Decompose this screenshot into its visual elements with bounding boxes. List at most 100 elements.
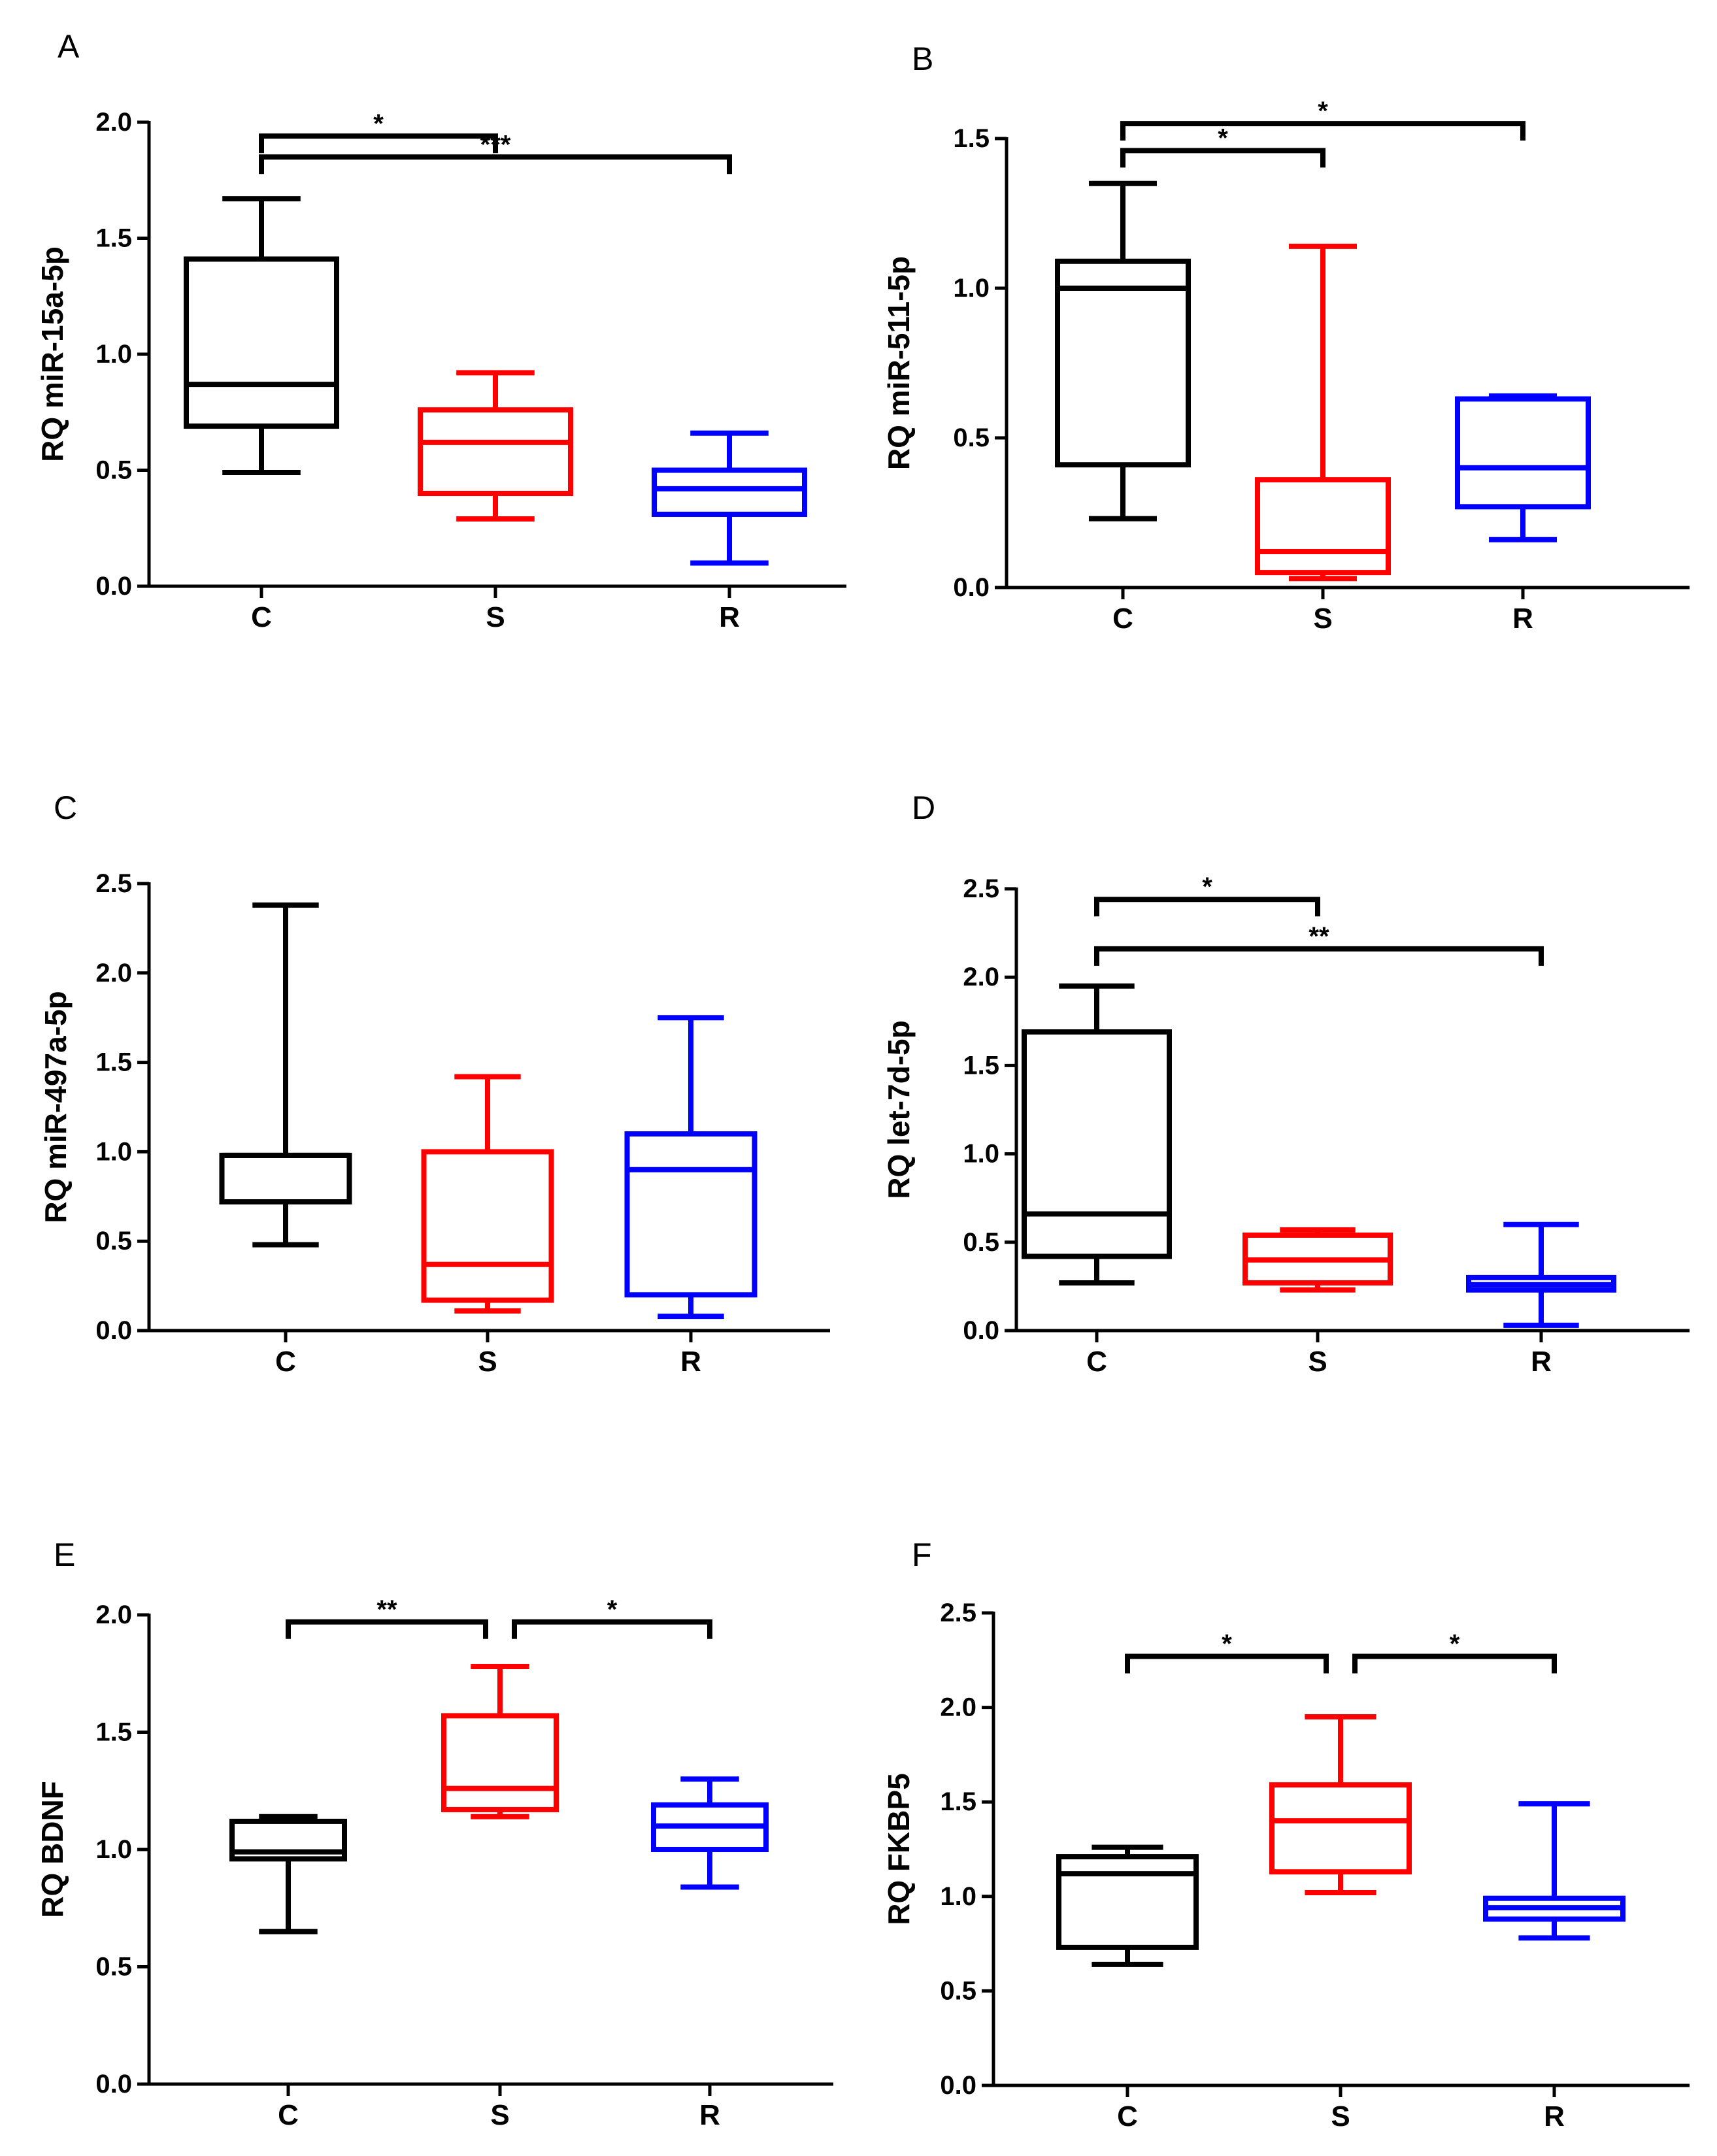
y-tick-label: 1.5: [953, 124, 990, 153]
panel-a: ARQ miR-15a-5p0.00.51.01.52.0C S R****: [35, 28, 846, 633]
y-tick-label: 1.0: [940, 1882, 976, 1911]
y-tick-label: 0.0: [95, 2070, 132, 2098]
x-tick-label-r: R: [1531, 1346, 1552, 1378]
panel-letter: B: [912, 41, 933, 77]
panel-letter: C: [54, 789, 77, 826]
box-c: [1055, 180, 1191, 522]
significance-label: ***: [480, 130, 511, 159]
iqr-box: [219, 1152, 352, 1205]
significance-bracket: [259, 133, 498, 154]
x-tick-label-r: R: [1544, 2100, 1565, 2132]
y-tick-label: 0.0: [95, 572, 132, 601]
iqr-box: [441, 1713, 559, 1812]
y-tick-label: 0.0: [940, 2071, 976, 2100]
box-s: [1255, 243, 1391, 582]
iqr-box: [1055, 258, 1191, 468]
significance-bracket: [1120, 121, 1525, 141]
y-tick-label: 1.0: [95, 1137, 132, 1166]
y-axis-title: RQ miR-511-5p: [882, 256, 916, 470]
iqr-box: [624, 1131, 758, 1298]
y-tick-label: 2.5: [940, 1599, 976, 1627]
y-tick-label: 1.5: [95, 1718, 132, 1747]
y-tick-label: 1.0: [95, 340, 132, 369]
x-tick-label-r: R: [680, 1346, 701, 1378]
box-r: [1483, 1801, 1625, 1941]
significance-bracket: [1352, 1653, 1557, 1674]
x-tick-label-c: C: [1112, 603, 1133, 635]
x-tick-label-c: C: [1086, 1346, 1107, 1378]
y-axis-title: RQ FKBP5: [882, 1773, 916, 1925]
box-c: [184, 196, 339, 476]
panel-d: DRQ let-7d-5p0.00.51.01.52.02.5C S R***: [882, 789, 1690, 1378]
box-c: [219, 902, 352, 1248]
panel-letter: D: [912, 789, 935, 826]
x-tick-label-c: C: [275, 1346, 296, 1378]
iqr-box: [1022, 1029, 1172, 1259]
significance-label: *: [1222, 1630, 1232, 1659]
x-tick-label-s: S: [1331, 2100, 1350, 2132]
box-s: [441, 1663, 559, 1819]
box-s: [1242, 1227, 1393, 1293]
x-tick-label-c: C: [278, 2099, 299, 2131]
y-tick-label: 1.5: [963, 1051, 999, 1080]
y-tick-label: 0.0: [963, 1316, 999, 1345]
y-tick-label: 0.5: [95, 1227, 132, 1255]
y-tick-label: 2.0: [95, 959, 132, 987]
significance-label: **: [1309, 922, 1329, 951]
y-tick-label: 1.5: [95, 1048, 132, 1077]
y-tick-label: 2.5: [95, 869, 132, 898]
significance-bracket: [1120, 148, 1325, 168]
panel-b: B RQ miR-511-5p 0.0 0.5 1.0 1.5 C S R * *: [882, 41, 1690, 635]
y-tick-label: 0.0: [95, 1316, 132, 1345]
box-r: [652, 430, 807, 566]
significance-label: *: [373, 109, 384, 138]
panel-c: C RQ miR-497a-5p 0.0 0.5 1.0 1.5 2.0 2.5 C S R: [39, 789, 830, 1378]
y-tick-label: 0.5: [953, 423, 990, 452]
iqr-box: [652, 467, 807, 517]
y-tick-label: 2.0: [963, 963, 999, 991]
y-axis-title: RQ let-7d-5p: [882, 1020, 916, 1199]
panel-letter: E: [54, 1536, 75, 1573]
x-tick-label-s: S: [1313, 603, 1332, 635]
y-tick-label: 2.5: [963, 874, 999, 903]
y-tick-label: 0.5: [95, 456, 132, 485]
x-tick-label-s: S: [486, 601, 505, 633]
y-tick-label: 0.5: [940, 1976, 976, 2005]
box-c: [1022, 983, 1172, 1285]
box-r: [1455, 393, 1591, 542]
iqr-box: [229, 1818, 347, 1862]
x-tick-label-r: R: [699, 2099, 720, 2131]
iqr-box: [1455, 396, 1591, 510]
y-tick-label: 1.5: [940, 1787, 976, 1816]
y-tick-label: 2.0: [95, 108, 132, 137]
significance-bracket: [1094, 946, 1544, 966]
significance-label: *: [1202, 872, 1212, 901]
box-s: [418, 370, 573, 522]
panel-letter: F: [912, 1536, 932, 1573]
x-tick-label-c: C: [251, 601, 272, 633]
iqr-box: [184, 256, 339, 429]
y-axis-title: RQ miR-15a-5p: [35, 246, 69, 462]
y-tick-label: 0.5: [95, 1953, 132, 1982]
significance-bracket: [1094, 897, 1320, 917]
y-tick-label: 1.0: [953, 274, 990, 303]
box-r: [624, 1015, 758, 1319]
significance-label: *: [607, 1595, 618, 1624]
y-tick-label: 1.5: [95, 224, 132, 253]
iqr-box: [1269, 1782, 1412, 1875]
box-r: [1466, 1221, 1616, 1328]
box-c: [1056, 1844, 1199, 1967]
x-tick-label-r: R: [1512, 603, 1533, 635]
panel-f: F RQ FKBP5 0.0 0.5 1.0 1.5 2.0 2.5 C S R * *: [882, 1536, 1690, 2132]
significance-label: *: [1450, 1630, 1460, 1659]
iqr-box: [421, 1149, 554, 1303]
y-tick-label: 1.0: [95, 1835, 132, 1864]
box-c: [229, 1814, 347, 1934]
y-tick-label: 2.0: [940, 1693, 976, 1722]
significance-bracket: [259, 154, 732, 174]
iqr-box: [1255, 477, 1391, 576]
box-s: [421, 1074, 554, 1314]
y-tick-label: 0.0: [953, 573, 990, 602]
